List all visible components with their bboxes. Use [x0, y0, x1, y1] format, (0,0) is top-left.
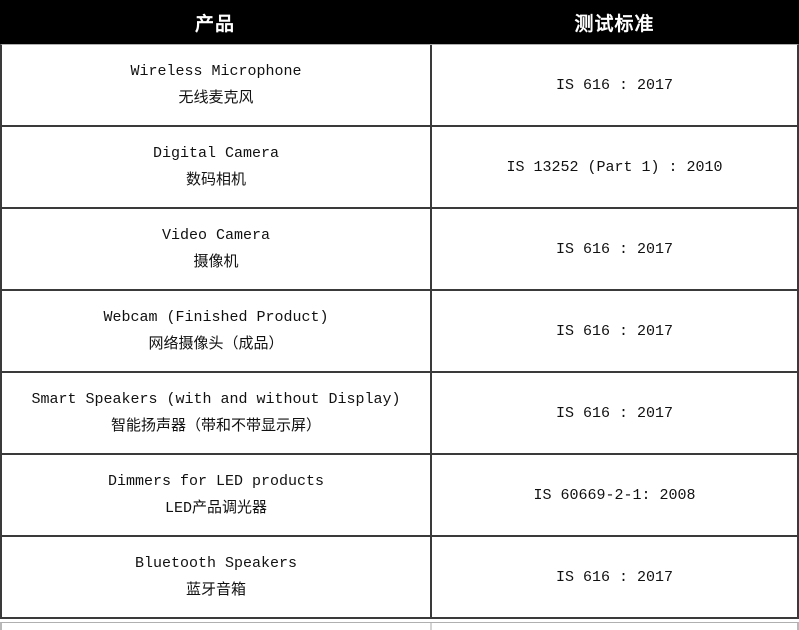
product-name-en: Webcam (Finished Product) [103, 309, 329, 326]
standard-cell: IS 616 : 2017 [430, 291, 797, 371]
product-cell: Smart Speakers (with and without Display… [2, 373, 430, 453]
product-cell: Dimmers for LED products LED产品调光器 [2, 455, 430, 535]
product-name-en: Bluetooth Speakers [134, 555, 298, 572]
product-name-en: Smart Speakers (with and without Display… [31, 391, 401, 408]
table-row: Dimmers for LED products LED产品调光器 IS 606… [2, 455, 797, 537]
product-name-en: Wireless Microphone [130, 63, 302, 80]
product-cell: Video Camera 摄像机 [2, 209, 430, 289]
column-header-test-standard: 测试标准 [574, 13, 655, 36]
table-row: Bluetooth Speakers 蓝牙音箱 IS 616 : 2017 [2, 537, 797, 619]
table-body: Wireless Microphone 无线麦克风 IS 616 : 2017 … [0, 44, 799, 619]
table-header-row: 产品 测试标准 [0, 0, 799, 44]
product-name-zh: 网络摄像头（成品） [148, 336, 284, 353]
product-cell: Bluetooth Speakers 蓝牙音箱 [2, 537, 430, 617]
product-cell: Digital Camera 数码相机 [2, 127, 430, 207]
product-name-zh: 无线麦克风 [178, 90, 254, 107]
row-gap [0, 619, 799, 622]
standard-cell: IS 60669-2-1: 2008 [430, 455, 797, 535]
standard-cell: IS 616 : 2017 [430, 537, 797, 617]
table-row: Video Camera 摄像机 IS 616 : 2017 [2, 209, 797, 291]
table-row: Wireless Microphone 无线麦克风 IS 616 : 2017 [2, 45, 797, 127]
clipped-product-cell [2, 623, 430, 630]
product-name-en: Video Camera [161, 227, 271, 244]
standard-cell: IS 13252 (Part 1) : 2010 [430, 127, 797, 207]
standard-cell: IS 616 : 2017 [430, 45, 797, 125]
standard-text: IS 616 : 2017 [555, 568, 674, 586]
standard-cell: IS 616 : 2017 [430, 209, 797, 289]
standard-text: IS 60669-2-1: 2008 [533, 486, 696, 504]
product-name-zh: 蓝牙音箱 [185, 582, 246, 599]
product-name-zh: 摄像机 [193, 254, 239, 271]
table-row: Smart Speakers (with and without Display… [2, 373, 797, 455]
product-name-zh: 数码相机 [185, 172, 246, 189]
product-name-en: Digital Camera [152, 145, 280, 162]
standard-text: IS 616 : 2017 [555, 240, 674, 258]
standard-cell: IS 616 : 2017 [430, 373, 797, 453]
clipped-next-row [0, 622, 799, 630]
standard-text: IS 616 : 2017 [555, 404, 674, 422]
product-cell: Webcam (Finished Product) 网络摄像头（成品） [2, 291, 430, 371]
column-header-product: 产品 [194, 13, 235, 36]
product-name-zh: 智能扬声器（带和不带显示屏） [110, 418, 321, 435]
table-row: Digital Camera 数码相机 IS 13252 (Part 1) : … [2, 127, 797, 209]
clipped-standard-cell [430, 623, 797, 630]
product-cell: Wireless Microphone 无线麦克风 [2, 45, 430, 125]
product-name-en: Dimmers for LED products [107, 473, 325, 490]
table-row: Webcam (Finished Product) 网络摄像头（成品） IS 6… [2, 291, 797, 373]
standard-text: IS 616 : 2017 [555, 322, 674, 340]
product-name-zh: LED产品调光器 [164, 500, 267, 517]
standard-text: IS 13252 (Part 1) : 2010 [506, 158, 723, 176]
standard-text: IS 616 : 2017 [555, 76, 674, 94]
